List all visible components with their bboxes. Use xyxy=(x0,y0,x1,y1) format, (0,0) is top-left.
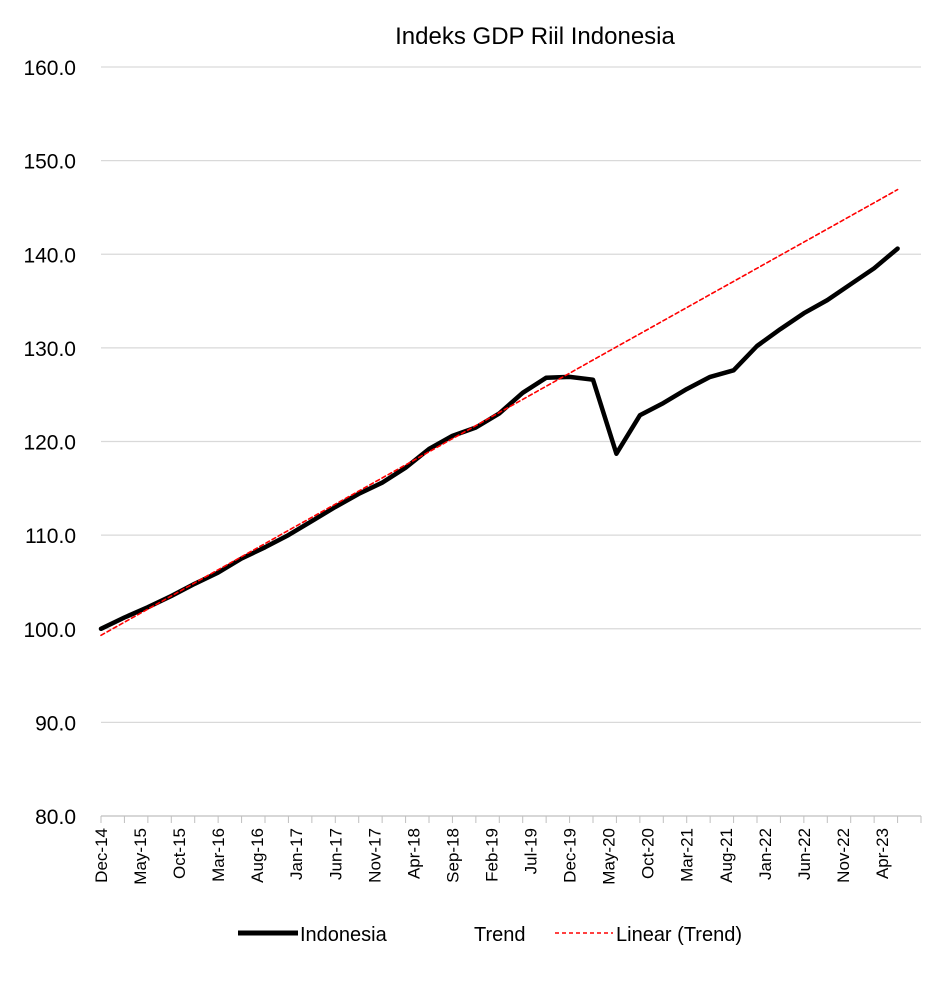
y-tick-label: 110.0 xyxy=(25,525,76,548)
y-tick-label: 130.0 xyxy=(23,338,76,361)
y-axis: 80.0 90.0 100.0 110.0 120.0 130.0 140.0 150.0 16… xyxy=(23,57,76,829)
legend-label-indonesia: Indonesia xyxy=(300,924,388,946)
x-tick-label: Jan-17 xyxy=(287,828,306,880)
y-tick-label: 140.0 xyxy=(23,244,76,267)
x-tick-label: Jan-22 xyxy=(756,828,775,880)
x-tick-label: Feb-19 xyxy=(482,828,501,882)
y-tick-label: 150.0 xyxy=(23,151,76,174)
y-tick-label: 100.0 xyxy=(23,619,76,642)
x-tick-label: May-20 xyxy=(600,828,619,885)
x-tick-label: Apr-18 xyxy=(404,828,423,879)
x-tick-label: Aug-21 xyxy=(717,828,736,883)
x-tick-label: Jun-22 xyxy=(795,828,814,880)
chart-title: Indeks GDP Riil Indonesia xyxy=(395,23,675,50)
x-tick-label: Sep-18 xyxy=(443,828,462,883)
legend-label-linear-trend: Linear (Trend) xyxy=(616,924,742,946)
x-tick-label: Apr-23 xyxy=(873,828,892,879)
legend: Indonesia Trend Linear (Trend) xyxy=(238,924,742,946)
x-tick-label: Oct-15 xyxy=(170,828,189,879)
legend-label-trend: Trend xyxy=(474,924,526,946)
x-tick-label: May-15 xyxy=(131,828,150,885)
series-line-linear-trend xyxy=(100,188,899,637)
y-tick-label: 80.0 xyxy=(35,806,76,829)
y-tick-label: 120.0 xyxy=(23,432,76,455)
x-axis: Dec-14 May-15 Oct-15 Mar-16 Aug-16 Jan-17 Jun-… xyxy=(92,815,922,885)
x-tick-label: Oct-20 xyxy=(639,828,658,879)
y-tick-label: 160.0 xyxy=(23,57,76,80)
x-tick-label: Mar-21 xyxy=(678,828,697,882)
x-tick-label: Nov-17 xyxy=(365,828,384,883)
series-line-indonesia xyxy=(98,246,900,632)
gridlines xyxy=(101,66,921,723)
series-group xyxy=(98,188,900,637)
x-tick-label: Aug-16 xyxy=(248,828,267,883)
x-tick-label: Jul-19 xyxy=(522,828,541,874)
x-tick-label: Jun-17 xyxy=(326,828,345,880)
x-tick-label: Nov-22 xyxy=(834,828,853,883)
x-tick-label: Dec-19 xyxy=(561,828,580,883)
x-tick-label: Mar-16 xyxy=(209,828,228,882)
y-tick-label: 90.0 xyxy=(35,712,76,735)
x-tick-label: Dec-14 xyxy=(92,828,111,883)
